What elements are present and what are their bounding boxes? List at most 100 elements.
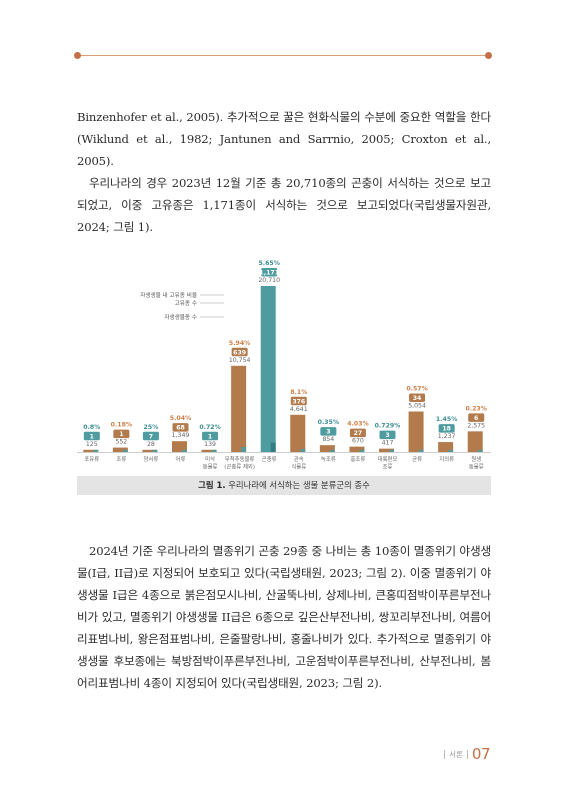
tick-label: 어류 <box>176 455 186 463</box>
badge-endemic <box>172 423 189 432</box>
tick-label: 양서류 <box>143 455 158 463</box>
data-label-species: 28 <box>147 441 155 448</box>
bar-endemic <box>329 449 335 452</box>
badge-endemic <box>409 393 426 402</box>
bar-endemic <box>152 449 158 452</box>
badge-endemic <box>468 413 485 422</box>
data-label-ratio: 0.23% <box>465 405 486 412</box>
bar-species <box>142 449 158 452</box>
bar-species <box>231 365 247 452</box>
bar-species <box>408 411 424 452</box>
bar-species <box>83 449 99 452</box>
paragraph-insect-count: 우리나라의 경우 2023년 12월 기준 총 20,710종의 곤충이 서식하… <box>77 176 491 234</box>
bar-endemic <box>300 448 306 452</box>
data-label-species: 5,054 <box>408 402 426 409</box>
data-label-species: 4,641 <box>290 406 308 413</box>
badge-endemic <box>290 396 307 406</box>
tick-label: 관속 <box>294 455 304 463</box>
bar-endemic <box>418 449 424 452</box>
data-label-endemic: 639 <box>233 349 246 356</box>
bar-species <box>201 449 217 452</box>
tick-label: 녹조류 <box>321 456 336 463</box>
data-label-endemic: 34 <box>413 395 422 402</box>
page-number: 07 <box>471 745 491 763</box>
legend-entry: 자생생물 내 고유종 비율 <box>140 291 197 299</box>
caption-text: 우리나라에 서식하는 생물 분류군의 종수 <box>228 480 370 490</box>
data-label-endemic: 68 <box>176 425 185 432</box>
badge-endemic <box>83 431 100 441</box>
tick-label: 동물류 <box>469 464 484 471</box>
tick-label: 식물류 <box>291 463 306 471</box>
badge-endemic <box>231 347 248 357</box>
bar-species <box>260 286 276 452</box>
data-label-ratio: 0.57% <box>406 385 427 392</box>
data-label-ratio: 25% <box>144 424 159 431</box>
data-label-species: 670 <box>352 438 364 445</box>
legend-entry: 고유종 수 <box>175 300 197 307</box>
data-label-ratio: 0.35% <box>318 419 339 426</box>
tick-label: 포유류 <box>84 456 99 463</box>
data-label-endemic: 1 <box>208 433 212 440</box>
data-label-species: 1,349 <box>172 432 190 439</box>
tick-label: 균류 <box>412 456 422 463</box>
data-label-endemic: 1 <box>119 431 123 438</box>
data-label-ratio: 1.45% <box>436 416 457 423</box>
badge-endemic <box>349 428 366 438</box>
paragraph-intro: Binzenhofer et al., 2005). 추가적으로 꿀은 현화식물… <box>77 110 491 168</box>
data-label-ratio: 8.1% <box>290 389 307 396</box>
caption-label: 그림 1. <box>198 480 226 490</box>
badge-endemic <box>202 431 219 441</box>
species-bar-chart: 12510.8%포유류55210.18%조류28725%양서류1,349685.… <box>77 260 491 471</box>
data-label-species: 20,710 <box>258 277 280 284</box>
tick-label: 조류 <box>116 456 126 463</box>
data-label-species: 552 <box>115 439 127 446</box>
badge-endemic <box>261 268 278 277</box>
data-label-endemic: 6 <box>474 415 478 422</box>
data-label-ratio: 5.04% <box>170 415 191 422</box>
data-label-species: 1,237 <box>438 433 456 440</box>
bar-endemic <box>122 449 128 452</box>
bar-endemic <box>182 449 187 452</box>
figure-caption: 그림 1. 우리나라에 서식하는 생물 분류군의 종수 <box>77 476 491 495</box>
tick-label: 미삭 <box>205 455 215 463</box>
data-label-endemic: 18 <box>442 426 451 433</box>
data-label-species: 10,754 <box>229 357 251 364</box>
data-label-endemic: 376 <box>292 398 305 405</box>
data-label-endemic: 27 <box>354 430 363 437</box>
data-label-species: 854 <box>322 436 334 443</box>
badge-endemic <box>379 430 396 440</box>
footer-section: 서론 <box>449 749 463 759</box>
data-label-species: 417 <box>382 440 394 447</box>
bar-species <box>379 448 394 452</box>
data-label-endemic: 3 <box>385 432 389 439</box>
tick-label: 조류 <box>383 464 393 471</box>
bar-endemic <box>448 449 454 452</box>
data-label-ratio: 0.729% <box>375 423 401 430</box>
data-label-ratio: 5.65% <box>258 260 279 267</box>
bar-species <box>112 447 128 452</box>
footer-separator <box>444 749 446 759</box>
tick-label: 홍조류 <box>350 455 365 463</box>
rule-dot-right <box>485 52 492 59</box>
bar-endemic <box>211 449 217 452</box>
footer-separator <box>466 749 468 759</box>
tick-label: 원생 <box>471 455 481 463</box>
data-label-ratio: 4.03% <box>347 421 368 428</box>
data-label-endemic: 1,171 <box>259 270 279 277</box>
bar-endemic <box>389 449 394 452</box>
data-label-species: 2,575 <box>467 422 485 429</box>
data-label-ratio: 0.18% <box>111 422 132 429</box>
badge-endemic <box>438 424 455 433</box>
tick-label: 동물류 <box>203 464 218 471</box>
bar-species <box>290 414 306 452</box>
data-label-endemic: 3 <box>326 429 330 436</box>
bar-species <box>349 446 365 452</box>
legend-entry: 자생생물종 수 <box>164 313 197 321</box>
rule-dot-left <box>74 52 81 59</box>
badge-endemic <box>320 427 337 436</box>
tick-label: 무척추동물류 <box>225 455 255 463</box>
bar-endemic <box>477 449 483 452</box>
data-label-ratio: 0.72% <box>199 424 220 431</box>
data-label-ratio: 5.94% <box>229 340 250 347</box>
bar-endemic <box>93 449 99 452</box>
